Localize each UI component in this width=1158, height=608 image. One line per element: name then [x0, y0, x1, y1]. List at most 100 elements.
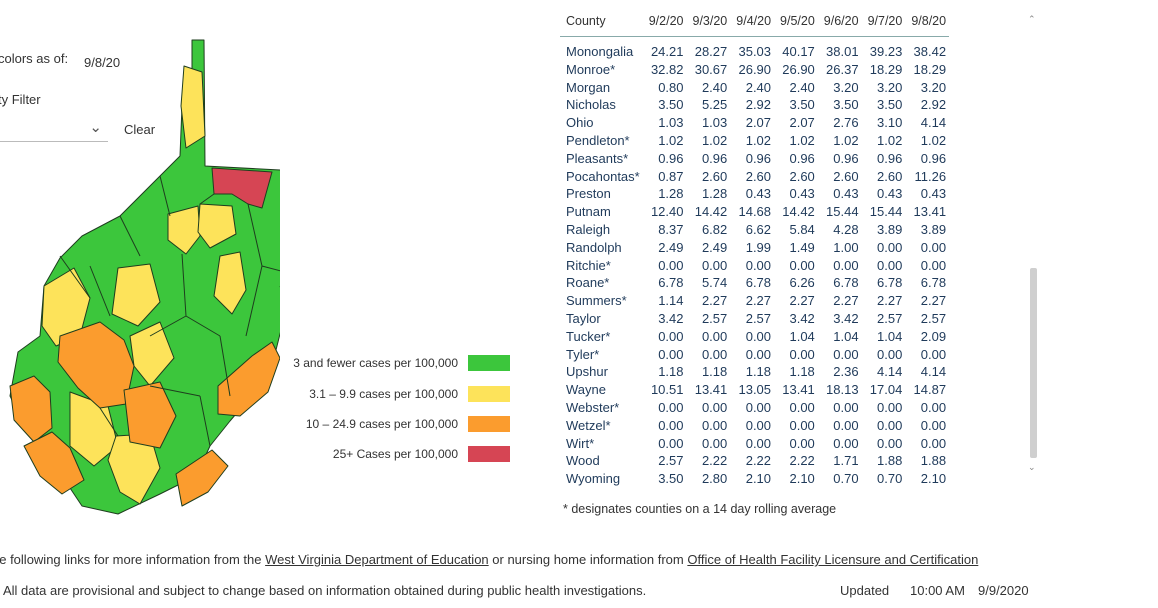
rate-cell: 0.00 [877, 239, 903, 255]
rate-cell: 0.00 [745, 417, 772, 433]
map-county-region [180, 65, 206, 149]
rate-cell: 26.90 [782, 61, 815, 77]
legend-item: 25+ Cases per 100,000 [280, 445, 510, 465]
links-middle: or nursing home information from [488, 552, 688, 567]
county-name-cell: Wayne [566, 382, 606, 398]
info-links-line: he following links for more information … [0, 552, 978, 567]
legend-label: 3 and fewer cases per 100,000 [293, 356, 458, 370]
rate-cell: 2.27 [833, 293, 859, 309]
table-row: Ritchie* 0.00 0.00 0.00 0.00 0.00 0.00 0.00 [560, 257, 949, 275]
colors-as-of-date: 9/8/20 [84, 55, 121, 70]
legend-item: 3 and fewer cases per 100,000 [280, 354, 510, 374]
table-row: Wood 2.57 2.22 2.22 2.22 1.71 1.88 1.88 [560, 452, 949, 470]
rate-cell: 2.07 [789, 115, 815, 131]
table-row: Raleigh 8.37 6.82 6.62 5.84 4.28 3.89 3.89 [560, 221, 949, 239]
rate-cell: 3.10 [877, 115, 903, 131]
county-name-cell: Ritchie* [566, 257, 611, 273]
ohflac-link[interactable]: Office of Health Facility Licensure and … [687, 552, 979, 567]
rate-cell: 0.00 [920, 417, 947, 433]
legend-label: 25+ Cases per 100,000 [332, 447, 458, 461]
rate-cell: 0.00 [833, 346, 859, 362]
rate-cell: 2.10 [789, 471, 815, 487]
rate-cell: 2.57 [701, 310, 728, 326]
rate-cell: 2.80 [701, 471, 728, 487]
scroll-up-icon[interactable]: ⌃ [1028, 14, 1036, 24]
map-county-region [9, 375, 53, 443]
table-row: Monongalia 24.21 28.27 35.03 40.17 38.01 39.23… [560, 37, 949, 61]
rate-cell: 2.57 [920, 310, 947, 326]
table-row: Randolph 2.49 2.49 1.99 1.49 1.00 0.00 0.00 [560, 239, 949, 257]
rate-cell: 17.04 [869, 382, 903, 398]
rate-cell: 0.00 [920, 346, 947, 362]
rate-cell: 2.40 [745, 79, 772, 95]
table-row: Monroe* 32.82 30.67 26.90 26.90 26.37 18.29 18.… [560, 61, 949, 79]
rate-cell: 0.00 [745, 346, 772, 362]
rate-cell: 11.26 [914, 168, 947, 184]
rate-cell: 0.00 [701, 435, 728, 451]
rate-cell: 3.42 [833, 310, 859, 326]
county-name-cell: Tucker* [566, 328, 611, 344]
rate-cell: 0.80 [658, 79, 684, 95]
date-column-header[interactable]: 9/5/20 [774, 6, 818, 37]
rate-cell: 14.68 [738, 204, 772, 220]
rate-cell: 2.92 [920, 97, 947, 113]
rate-cell: 0.00 [920, 435, 947, 451]
county-name-cell: Preston [566, 186, 611, 202]
rate-cell: 35.03 [738, 44, 772, 59]
rate-cell: 0.00 [877, 417, 903, 433]
county-filter-dropdown[interactable]: ⌄ [0, 116, 108, 142]
rate-cell: 6.78 [658, 275, 684, 291]
rate-cell: 4.14 [920, 115, 947, 131]
table-row: Preston 1.28 1.28 0.43 0.43 0.43 0.43 0.43 [560, 185, 949, 203]
colors-as-of-label: colors as of: [0, 51, 69, 66]
county-name-cell: Nicholas [566, 97, 616, 113]
rate-cell: 1.00 [833, 239, 859, 255]
rate-cell: 0.00 [701, 346, 728, 362]
rate-cell: 3.20 [833, 79, 859, 95]
rate-cell: 13.41 [782, 382, 815, 398]
rate-cell: 15.44 [869, 204, 903, 220]
table-row: Summers* 1.14 2.27 2.27 2.27 2.27 2.27 2.27 [560, 292, 949, 310]
rate-cell: 0.00 [789, 399, 815, 415]
county-name-cell: Raleigh [566, 221, 611, 237]
date-column-header[interactable]: 9/6/20 [817, 6, 862, 37]
county-name-cell: Wood [566, 453, 600, 469]
table-scrollbar-thumb[interactable] [1030, 268, 1037, 458]
rate-cell: 0.00 [920, 257, 947, 273]
county-name-cell: Monroe* [566, 61, 616, 77]
rate-cell: 1.99 [745, 239, 772, 255]
scroll-down-icon[interactable]: ⌄ [1028, 462, 1036, 472]
table-row: Pocahontas* 0.87 2.60 2.60 2.60 2.60 2.60 11.26 [560, 168, 949, 186]
rate-cell: 2.22 [701, 453, 728, 469]
clear-filter-button[interactable]: Clear [124, 122, 156, 137]
rate-cell: 0.96 [833, 150, 859, 166]
rate-cell: 0.00 [789, 346, 815, 362]
rate-cell: 2.76 [833, 115, 859, 131]
rate-cell: 0.00 [833, 417, 859, 433]
rate-cell: 1.18 [658, 364, 684, 380]
rate-cell: 1.04 [877, 328, 903, 344]
rate-cell: 2.60 [745, 168, 772, 184]
map-county-region [167, 205, 201, 255]
rate-cell: 0.00 [658, 417, 684, 433]
rate-cell: 1.88 [920, 453, 947, 469]
rate-cell: 1.02 [658, 132, 684, 148]
wv-county-map[interactable] [0, 36, 280, 516]
county-name-cell: Wyoming [566, 471, 621, 487]
county-filter-label: ty Filter [0, 92, 41, 107]
county-name-cell: Morgan [566, 79, 611, 95]
rate-cell: 2.27 [789, 293, 815, 309]
date-column-header[interactable]: 9/4/20 [730, 6, 775, 37]
rate-cell: 0.00 [701, 399, 728, 415]
date-column-header[interactable]: 9/3/20 [686, 6, 731, 37]
rate-cell: 30.67 [694, 61, 728, 77]
date-column-header[interactable]: 9/2/20 [642, 6, 687, 37]
rate-cell: 0.00 [658, 257, 684, 273]
date-column-header[interactable]: 9/8/20 [905, 6, 950, 37]
rate-cell: 28.27 [694, 44, 728, 59]
wv-doe-link[interactable]: West Virginia Department of Education [265, 552, 489, 567]
date-column-header[interactable]: 9/7/20 [861, 6, 906, 37]
county-column-header[interactable]: County [560, 6, 643, 37]
table-row: Morgan 0.80 2.40 2.40 2.40 3.20 3.20 3.20 [560, 79, 949, 97]
rate-cell: 13.05 [738, 382, 772, 398]
